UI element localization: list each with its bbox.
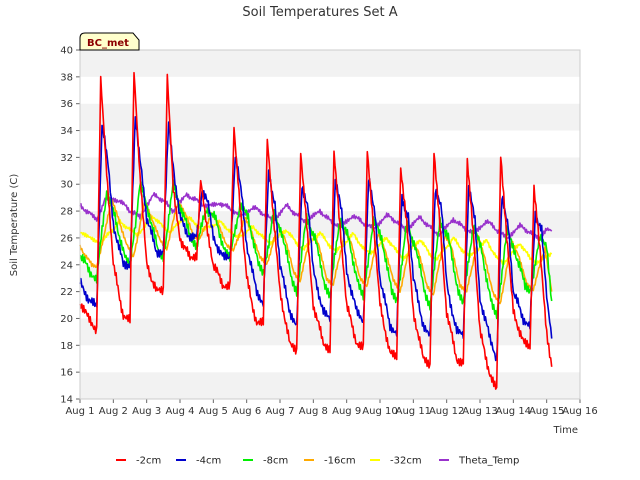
x-tick-label: Aug 15 [529, 406, 564, 417]
legend-label: -2cm [136, 456, 161, 467]
y-tick-label: 26 [60, 233, 73, 244]
legend-label: -16cm [324, 456, 356, 467]
y-axis-title: Soil Temperature (C) [9, 174, 20, 277]
x-tick-label: Aug 8 [299, 406, 328, 417]
x-tick-label: Aug 16 [562, 406, 597, 417]
legend-label: -8cm [263, 456, 288, 467]
x-tick-label: Aug 14 [496, 406, 531, 417]
x-tick-label: Aug 11 [396, 406, 431, 417]
x-tick-label: Aug 6 [232, 406, 261, 417]
y-tick-label: 24 [60, 260, 73, 271]
x-tick-label: Aug 1 [65, 406, 94, 417]
grid-band [80, 103, 580, 131]
y-tick-label: 32 [60, 153, 73, 164]
y-tick-label: 40 [60, 46, 73, 57]
series-line-4cm [79, 116, 553, 362]
x-tick-label: Aug 4 [165, 406, 194, 417]
y-tick-label: 28 [60, 207, 73, 218]
x-axis-ticks: Aug 1 Aug 2 Aug 3 Aug 4 Aug 5 Aug 6 Aug 7 Aug 8… [65, 399, 598, 417]
legend-label: Theta_Temp [458, 456, 519, 467]
y-axis-ticks: 14 16 18 20 22 24 26 28 30 32 34 36 38 40 [60, 46, 80, 406]
station-tag-label: BC_met [87, 38, 129, 49]
legend-label: -4cm [196, 456, 221, 467]
y-tick-label: 22 [60, 287, 73, 298]
x-tick-label: Aug 3 [132, 406, 161, 417]
y-tick-label: 38 [60, 72, 73, 83]
legend-label: -32cm [390, 456, 422, 467]
x-tick-label: Aug 9 [332, 406, 361, 417]
y-tick-label: 30 [60, 180, 73, 191]
grid-band [80, 184, 580, 212]
grid-band [80, 50, 580, 77]
y-tick-label: 34 [60, 126, 73, 137]
series-line-2cm [79, 71, 553, 390]
grid-band [80, 130, 580, 158]
series-lines [79, 71, 553, 390]
y-tick-label: 16 [60, 368, 73, 379]
x-tick-label: Aug 10 [362, 406, 397, 417]
y-tick-label: 20 [60, 314, 73, 325]
chart-title: Soil Temperatures Set A [242, 5, 397, 20]
plot-frame [79, 49, 581, 400]
y-tick-label: 14 [60, 395, 73, 406]
x-tick-label: Aug 2 [99, 406, 128, 417]
x-tick-label: Aug 5 [199, 406, 228, 417]
grid-band [80, 76, 580, 104]
x-tick-label: Aug 7 [265, 406, 294, 417]
station-tag: BC_met [79, 32, 140, 51]
x-axis-title: Time [553, 425, 578, 436]
x-tick-label: Aug 12 [429, 406, 464, 417]
grid-band [80, 157, 580, 185]
x-tick-label: Aug 13 [462, 406, 497, 417]
station-tag-box [79, 32, 140, 51]
legend: -2cm -4cm -8cm -16cm -32cm Theta_Temp [116, 456, 519, 467]
y-tick-label: 36 [60, 99, 73, 110]
y-tick-label: 18 [60, 341, 73, 352]
grid-band [80, 372, 580, 399]
